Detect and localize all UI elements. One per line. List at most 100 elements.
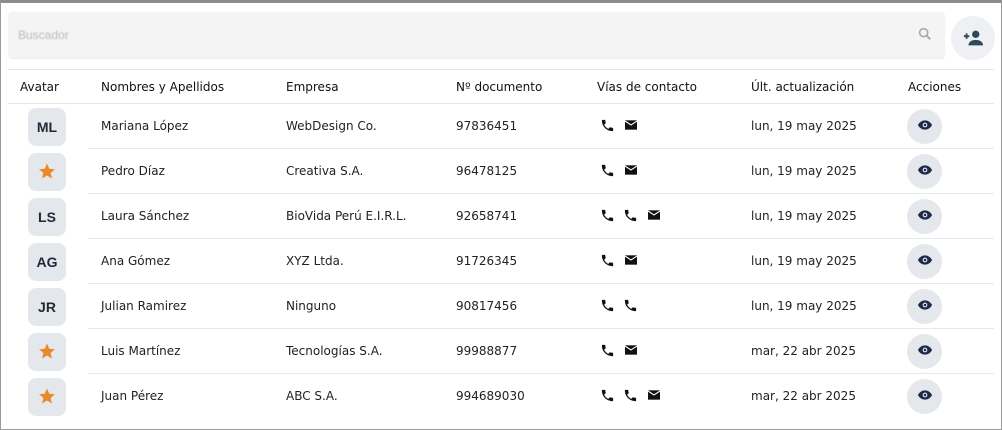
- last-updated: lun, 19 may 2025: [751, 254, 857, 268]
- column-header-contact: Vías de contacto: [597, 80, 698, 94]
- document-number: 96478125: [456, 164, 518, 178]
- search-input[interactable]: [18, 12, 898, 58]
- phone-icon[interactable]: [600, 208, 615, 226]
- avatar: [28, 378, 66, 416]
- row-divider: [88, 148, 994, 149]
- email-icon[interactable]: [646, 207, 662, 226]
- eye-icon: [917, 342, 933, 361]
- column-header-company: Empresa: [286, 80, 339, 94]
- company: WebDesign Co.: [286, 119, 377, 133]
- phone-icon[interactable]: [623, 208, 638, 226]
- contact-name: Laura Sánchez: [101, 209, 190, 223]
- view-button[interactable]: [907, 199, 942, 234]
- row-divider: [88, 193, 994, 194]
- table-row: LS Laura Sánchez BioVida Perú E.I.R.L. 9…: [0, 194, 1002, 239]
- phone-icon[interactable]: [600, 163, 615, 181]
- document-number: 99988877: [456, 344, 518, 358]
- document-number: 91726345: [456, 254, 518, 268]
- phone-icon[interactable]: [600, 298, 615, 316]
- contact-name: Luis Martínez: [101, 344, 181, 358]
- phone-icon[interactable]: [600, 118, 615, 136]
- document-number: 97836451: [456, 119, 518, 133]
- avatar: AG: [28, 243, 66, 281]
- contact-channels: [600, 239, 639, 284]
- phone-icon[interactable]: [623, 298, 638, 316]
- table-row: ML Mariana López WebDesign Co. 97836451 …: [0, 104, 1002, 149]
- star-icon: [38, 342, 56, 363]
- contact-name: Ana Gómez: [101, 254, 170, 268]
- column-header-document: Nº documento: [456, 80, 543, 94]
- table-row: Luis Martínez Tecnologías S.A. 99988877 …: [0, 329, 1002, 374]
- column-header-updated: Últ. actualización: [751, 80, 855, 94]
- eye-icon: [917, 117, 933, 136]
- view-button[interactable]: [907, 334, 942, 369]
- last-updated: mar, 22 abr 2025: [751, 344, 856, 358]
- contact-channels: [600, 149, 639, 194]
- table-row: Juan Pérez ABC S.A. 994689030 mar, 22 ab…: [0, 374, 1002, 419]
- row-divider: [88, 238, 994, 239]
- last-updated: mar, 22 abr 2025: [751, 389, 856, 403]
- company: BioVida Perú E.I.R.L.: [286, 209, 407, 223]
- contact-channels: [600, 194, 662, 239]
- view-button[interactable]: [907, 154, 942, 189]
- column-header-actions: Acciones: [908, 80, 962, 94]
- column-header-name: Nombres y Apellidos: [101, 80, 225, 94]
- table-row: JR Julian Ramirez Ninguno 90817456 lun, …: [0, 284, 1002, 329]
- row-divider: [88, 328, 994, 329]
- avatar: JR: [28, 288, 66, 326]
- last-updated: lun, 19 may 2025: [751, 164, 857, 178]
- contact-name: Juan Pérez: [101, 389, 164, 403]
- email-icon[interactable]: [646, 387, 662, 406]
- eye-icon: [917, 297, 933, 316]
- search-icon[interactable]: [917, 26, 933, 45]
- table-row: Pedro Díaz Creativa S.A. 96478125 lun, 1…: [0, 149, 1002, 194]
- eye-icon: [917, 387, 933, 406]
- company: Creativa S.A.: [286, 164, 364, 178]
- star-icon: [38, 162, 56, 183]
- document-number: 994689030: [456, 389, 525, 403]
- document-number: 92658741: [456, 209, 518, 223]
- company: ABC S.A.: [286, 389, 338, 403]
- contact-name: Pedro Díaz: [101, 164, 165, 178]
- view-button[interactable]: [907, 289, 942, 324]
- view-button[interactable]: [907, 109, 942, 144]
- contact-channels: [600, 104, 639, 149]
- add-person-icon: [963, 30, 984, 46]
- last-updated: lun, 19 may 2025: [751, 119, 857, 133]
- eye-icon: [917, 162, 933, 181]
- phone-icon[interactable]: [623, 388, 638, 406]
- last-updated: lun, 19 may 2025: [751, 299, 857, 313]
- contact-name: Mariana López: [101, 119, 189, 133]
- company: XYZ Ltda.: [286, 254, 344, 268]
- last-updated: lun, 19 may 2025: [751, 209, 857, 223]
- avatar: [28, 333, 66, 371]
- view-button[interactable]: [907, 379, 942, 414]
- avatar: LS: [28, 198, 66, 236]
- view-button[interactable]: [907, 244, 942, 279]
- avatar: [28, 153, 66, 191]
- star-icon: [38, 387, 56, 408]
- phone-icon[interactable]: [600, 253, 615, 271]
- column-header-avatar: Avatar: [20, 80, 59, 94]
- document-number: 90817456: [456, 299, 518, 313]
- contact-channels: [600, 374, 662, 419]
- row-divider: [88, 283, 994, 284]
- divider: [8, 69, 994, 70]
- email-icon[interactable]: [623, 162, 639, 181]
- avatar: ML: [28, 108, 66, 146]
- contact-channels: [600, 329, 639, 374]
- company: Ninguno: [286, 299, 337, 313]
- email-icon[interactable]: [623, 117, 639, 136]
- header-divider: [8, 103, 994, 104]
- contact-name: Julian Ramirez: [101, 299, 187, 313]
- table-row: AG Ana Gómez XYZ Ltda. 91726345 lun, 19 …: [0, 239, 1002, 284]
- company: Tecnologías S.A.: [286, 344, 383, 358]
- phone-icon[interactable]: [600, 388, 615, 406]
- eye-icon: [917, 252, 933, 271]
- search-bar[interactable]: [8, 12, 945, 58]
- add-contact-button[interactable]: [951, 16, 995, 60]
- email-icon[interactable]: [623, 342, 639, 361]
- email-icon[interactable]: [623, 252, 639, 271]
- phone-icon[interactable]: [600, 343, 615, 361]
- contact-channels: [600, 284, 638, 329]
